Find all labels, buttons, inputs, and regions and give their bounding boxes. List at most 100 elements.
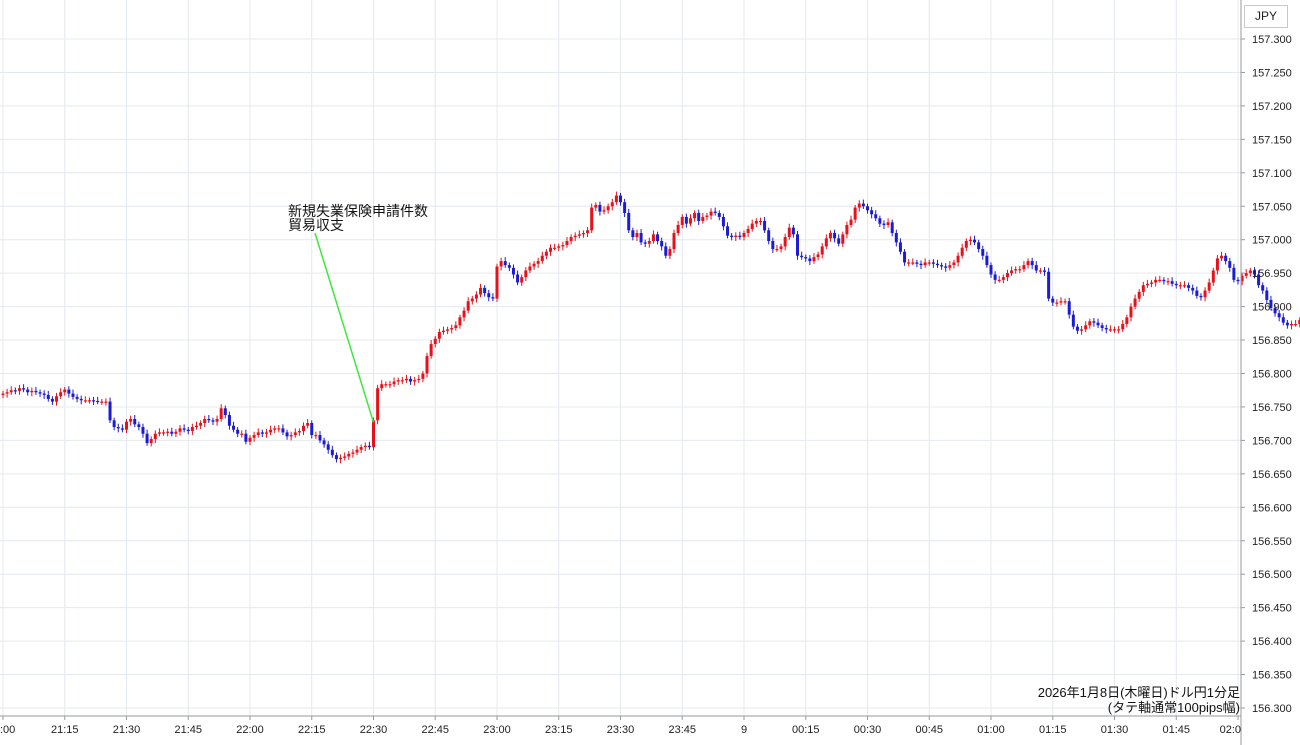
candle-down — [326, 444, 330, 450]
gridlines — [0, 0, 1241, 716]
candle-up — [194, 425, 198, 428]
candle-up — [421, 373, 425, 379]
y-tick-label: 156.300 — [1252, 703, 1292, 715]
candle-up — [1298, 319, 1300, 324]
candle-up — [1010, 270, 1014, 274]
candle-up — [709, 211, 713, 216]
candle-up — [1137, 291, 1141, 299]
candle-up — [1290, 323, 1294, 326]
candle-up — [1203, 290, 1207, 298]
candle-up — [742, 233, 746, 238]
candle-down — [96, 400, 100, 403]
candle-up — [297, 431, 301, 433]
candle-up — [779, 246, 783, 250]
candle-up — [269, 429, 273, 433]
candle-up — [528, 266, 532, 271]
candle-down — [46, 394, 50, 399]
candle-up — [1080, 329, 1084, 331]
candle-up — [157, 432, 161, 434]
candle-down — [285, 432, 289, 437]
candle-down — [26, 389, 30, 393]
candle-up — [956, 255, 960, 263]
candle-down — [1067, 301, 1071, 315]
candle-down — [940, 265, 944, 267]
candle-down — [133, 418, 137, 425]
candle-up — [911, 262, 915, 264]
candle-up — [610, 202, 614, 207]
candle-down — [977, 242, 981, 250]
candle-up — [668, 249, 672, 256]
y-tick-label: 156.450 — [1252, 603, 1292, 615]
candle-up — [1022, 265, 1026, 270]
candle-up — [83, 400, 87, 402]
candle-up — [380, 384, 384, 389]
candle-up — [672, 233, 676, 250]
candle-up — [372, 420, 375, 448]
x-tick-label: 22:45 — [421, 724, 449, 736]
candle-up — [203, 418, 207, 424]
candle-down — [260, 432, 264, 434]
candle-down — [227, 414, 231, 426]
candle-down — [236, 429, 240, 434]
y-tick-label: 156.800 — [1252, 369, 1292, 381]
candle-up — [240, 433, 244, 435]
candle-up — [433, 338, 437, 345]
candle-down — [1228, 261, 1232, 268]
candle-up — [199, 423, 203, 426]
candle-up — [544, 251, 548, 256]
candle-up — [549, 247, 553, 252]
candle-down — [211, 420, 215, 422]
candle-up — [1121, 323, 1125, 330]
candle-down — [1252, 270, 1256, 275]
candle-up — [388, 384, 392, 386]
candle-down — [1273, 307, 1277, 314]
candle-up — [215, 418, 219, 422]
candle-up — [429, 344, 433, 357]
candle-down — [281, 428, 285, 433]
y-tick-label: 156.600 — [1252, 502, 1292, 514]
candle-up — [425, 356, 429, 374]
candle-up — [997, 279, 1001, 282]
candle-up — [1141, 285, 1145, 292]
candle-up — [845, 224, 849, 235]
candle-down — [232, 425, 236, 430]
candle-up — [1244, 273, 1248, 276]
y-tick-label: 156.900 — [1252, 302, 1292, 314]
candle-down — [771, 241, 775, 250]
candle-up — [602, 210, 606, 212]
candle-down — [1265, 290, 1269, 300]
candle-down — [874, 214, 878, 219]
candle-up — [1055, 302, 1059, 304]
candle-up — [125, 421, 128, 430]
candle-down — [989, 265, 993, 275]
candle-up — [960, 247, 964, 256]
candle-down — [656, 234, 660, 242]
candle-down — [120, 428, 124, 430]
x-tick-label: 00:15 — [792, 724, 820, 736]
candle-down — [207, 418, 211, 421]
candle-up — [557, 246, 561, 248]
candle-up — [1063, 301, 1067, 303]
candle-up — [1001, 277, 1005, 280]
candle-up — [446, 329, 450, 331]
candle-down — [796, 234, 800, 256]
candle-down — [71, 393, 75, 397]
candle-up — [396, 380, 400, 382]
candle-down — [808, 258, 812, 262]
candle-down — [22, 388, 26, 390]
candle-up — [581, 233, 585, 235]
candle-up — [952, 262, 956, 266]
candle-down — [503, 261, 507, 266]
currency-label[interactable]: JPY — [1244, 5, 1288, 28]
candle-up — [355, 449, 359, 453]
candle-down — [717, 212, 721, 217]
candle-up — [775, 249, 779, 251]
candle-up — [1088, 321, 1092, 326]
candle-down — [1232, 267, 1236, 280]
candle-up — [1158, 279, 1162, 282]
candle-up — [1178, 285, 1182, 287]
candle-down — [993, 274, 997, 280]
candle-up — [252, 435, 256, 438]
candle-up — [178, 428, 182, 432]
